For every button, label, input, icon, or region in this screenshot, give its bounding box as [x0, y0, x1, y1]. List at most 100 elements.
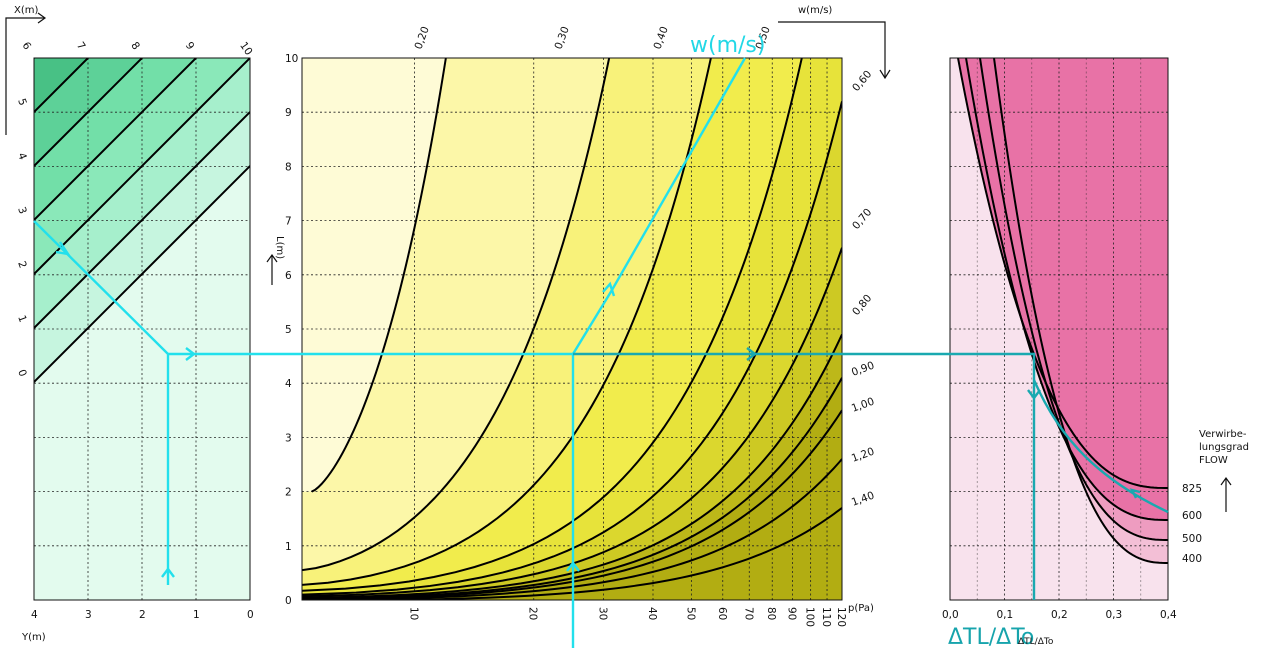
left-bottom-tick: 3: [85, 609, 92, 621]
mid-y-tick: 2: [285, 487, 292, 499]
w-axis-arrow: [778, 21, 886, 78]
curve-0,60: [302, 101, 842, 596]
flow-arrow-head: [1220, 476, 1232, 486]
mid-y-tick: 8: [285, 161, 292, 173]
mid-y-tick: 7: [285, 216, 292, 228]
mid-y-tick: 4: [285, 378, 292, 390]
left-diagonal-line: [34, 164, 250, 383]
curve-label: 0,20: [413, 25, 432, 51]
right-x-tick: 0,3: [1106, 609, 1123, 621]
mid-y-tick: 10: [285, 53, 298, 65]
flow-series-label: 500: [1182, 533, 1202, 545]
left-top-tick: 6: [20, 40, 34, 53]
left-diag-tick: 3: [15, 205, 29, 215]
curve-1,40: [376, 507, 842, 600]
flow-curve-400: [993, 58, 1168, 564]
path-middle: [571, 57, 747, 648]
left-bottom-tick: 0: [247, 609, 254, 621]
arrowhead-left-up: [161, 567, 175, 578]
left-diag-tick: 0: [15, 368, 29, 378]
left-diag-tick: 4: [15, 151, 29, 162]
mid-y-tick: 9: [285, 107, 292, 119]
l-axis-title: L(m): [274, 236, 285, 259]
x-arrow-head: [37, 12, 47, 24]
l-arrow-head: [266, 253, 278, 263]
path-right-curve: [1032, 379, 1169, 514]
right-panel: 0,0 0,1 0,2 0,3 0,4 825 600 500 400: [942, 57, 1202, 621]
arrowhead-horizontal: [185, 347, 196, 361]
example-path: [33, 57, 1169, 648]
mid-band: [302, 377, 842, 600]
mid-x-tick: 120: [835, 607, 847, 627]
mid-x-tick: 110: [820, 607, 832, 627]
left-diagonal-line: [34, 58, 250, 275]
flow-title-3: FLOW: [1199, 455, 1228, 466]
mid-x-tick: 20: [527, 607, 539, 620]
left-bottom-tick: 2: [139, 609, 146, 621]
curve-label: 0,90: [850, 360, 876, 379]
right-x-tick: 0,0: [942, 609, 959, 621]
curve-0,70: [302, 247, 842, 598]
arrowhead-middle-up: [566, 561, 580, 572]
left-diagonal-line: [34, 0, 434, 4]
mid-x-tick: 60: [716, 607, 728, 620]
left-diagonal-line: [34, 58, 198, 221]
mid-x-tick: 30: [597, 607, 609, 620]
left-diagonal-line: [34, 58, 36, 59]
arrowhead-right-curve: [1129, 488, 1141, 499]
mid-band: [302, 101, 842, 600]
mid-x-tick: 10: [408, 607, 420, 620]
curve-label: 0,70: [850, 206, 874, 232]
left-bottom-tick: 1: [193, 609, 200, 621]
w-big-label: w(m/s): [690, 33, 765, 58]
path-right: [573, 352, 1036, 600]
w-arrow-head: [879, 69, 891, 80]
dt-sub-label: ΔTL/ΔTo: [1018, 637, 1054, 647]
w-axis-title: w(m/s): [798, 5, 832, 16]
x-axis-arrow: [5, 17, 44, 28]
left-frame: [33, 57, 251, 601]
p-axis-title: p(Pa): [848, 603, 874, 614]
left-top-tick: 10: [237, 40, 255, 58]
flow-curve-825: [957, 58, 1168, 489]
right-x-tick: 0,2: [1051, 609, 1068, 621]
flow-title-2: lungsgrad: [1199, 442, 1249, 453]
curve-label: 0,40: [652, 25, 671, 51]
flow-series-label: 825: [1182, 483, 1202, 495]
curve-0,50: [302, 58, 803, 592]
curve-0,30: [302, 58, 611, 572]
mid-x-tick: 50: [684, 607, 696, 620]
curve-1,00: [302, 409, 842, 600]
arrowhead-right-down: [1027, 389, 1041, 400]
mid-y-tick: 3: [285, 432, 292, 444]
mid-y-tick: 1: [285, 541, 292, 553]
arrowhead-diagonal: [602, 281, 616, 297]
curve-label: 0,30: [553, 25, 572, 51]
left-diagonal-line: [34, 58, 144, 167]
curve-label: 0,80: [850, 292, 874, 318]
curve-label: 1,00: [850, 396, 876, 415]
mid-y-tick: 0: [285, 595, 292, 607]
left-band: [34, 0, 434, 4]
left-diagonal-line: [34, 110, 250, 329]
mid-x-tick: 90: [786, 607, 798, 620]
curve-1,20: [302, 458, 842, 600]
right-x-tick: 0,4: [1160, 609, 1177, 621]
flow-series-label: 600: [1182, 510, 1202, 522]
y-axis-title: Y(m): [21, 632, 46, 643]
mid-y-tick: 5: [285, 324, 292, 336]
curve-label: 1,40: [850, 490, 876, 509]
curve-0,90: [302, 377, 842, 600]
left-diag-tick: 2: [15, 260, 29, 270]
left-diag-tick: 5: [15, 97, 29, 107]
mid-x-tick: 70: [742, 607, 754, 620]
flow-title-1: Verwirbe-: [1199, 429, 1247, 440]
curve-label: 1,20: [850, 446, 876, 465]
left-diag-tick: 1: [15, 314, 29, 324]
curve-0,40: [302, 58, 712, 586]
flow-series-label: 400: [1182, 553, 1202, 565]
curve-0,20: [311, 58, 447, 493]
dt-big-label: ΔTL/ΔTo: [948, 625, 1034, 649]
mid-x-tick: 100: [804, 607, 816, 627]
